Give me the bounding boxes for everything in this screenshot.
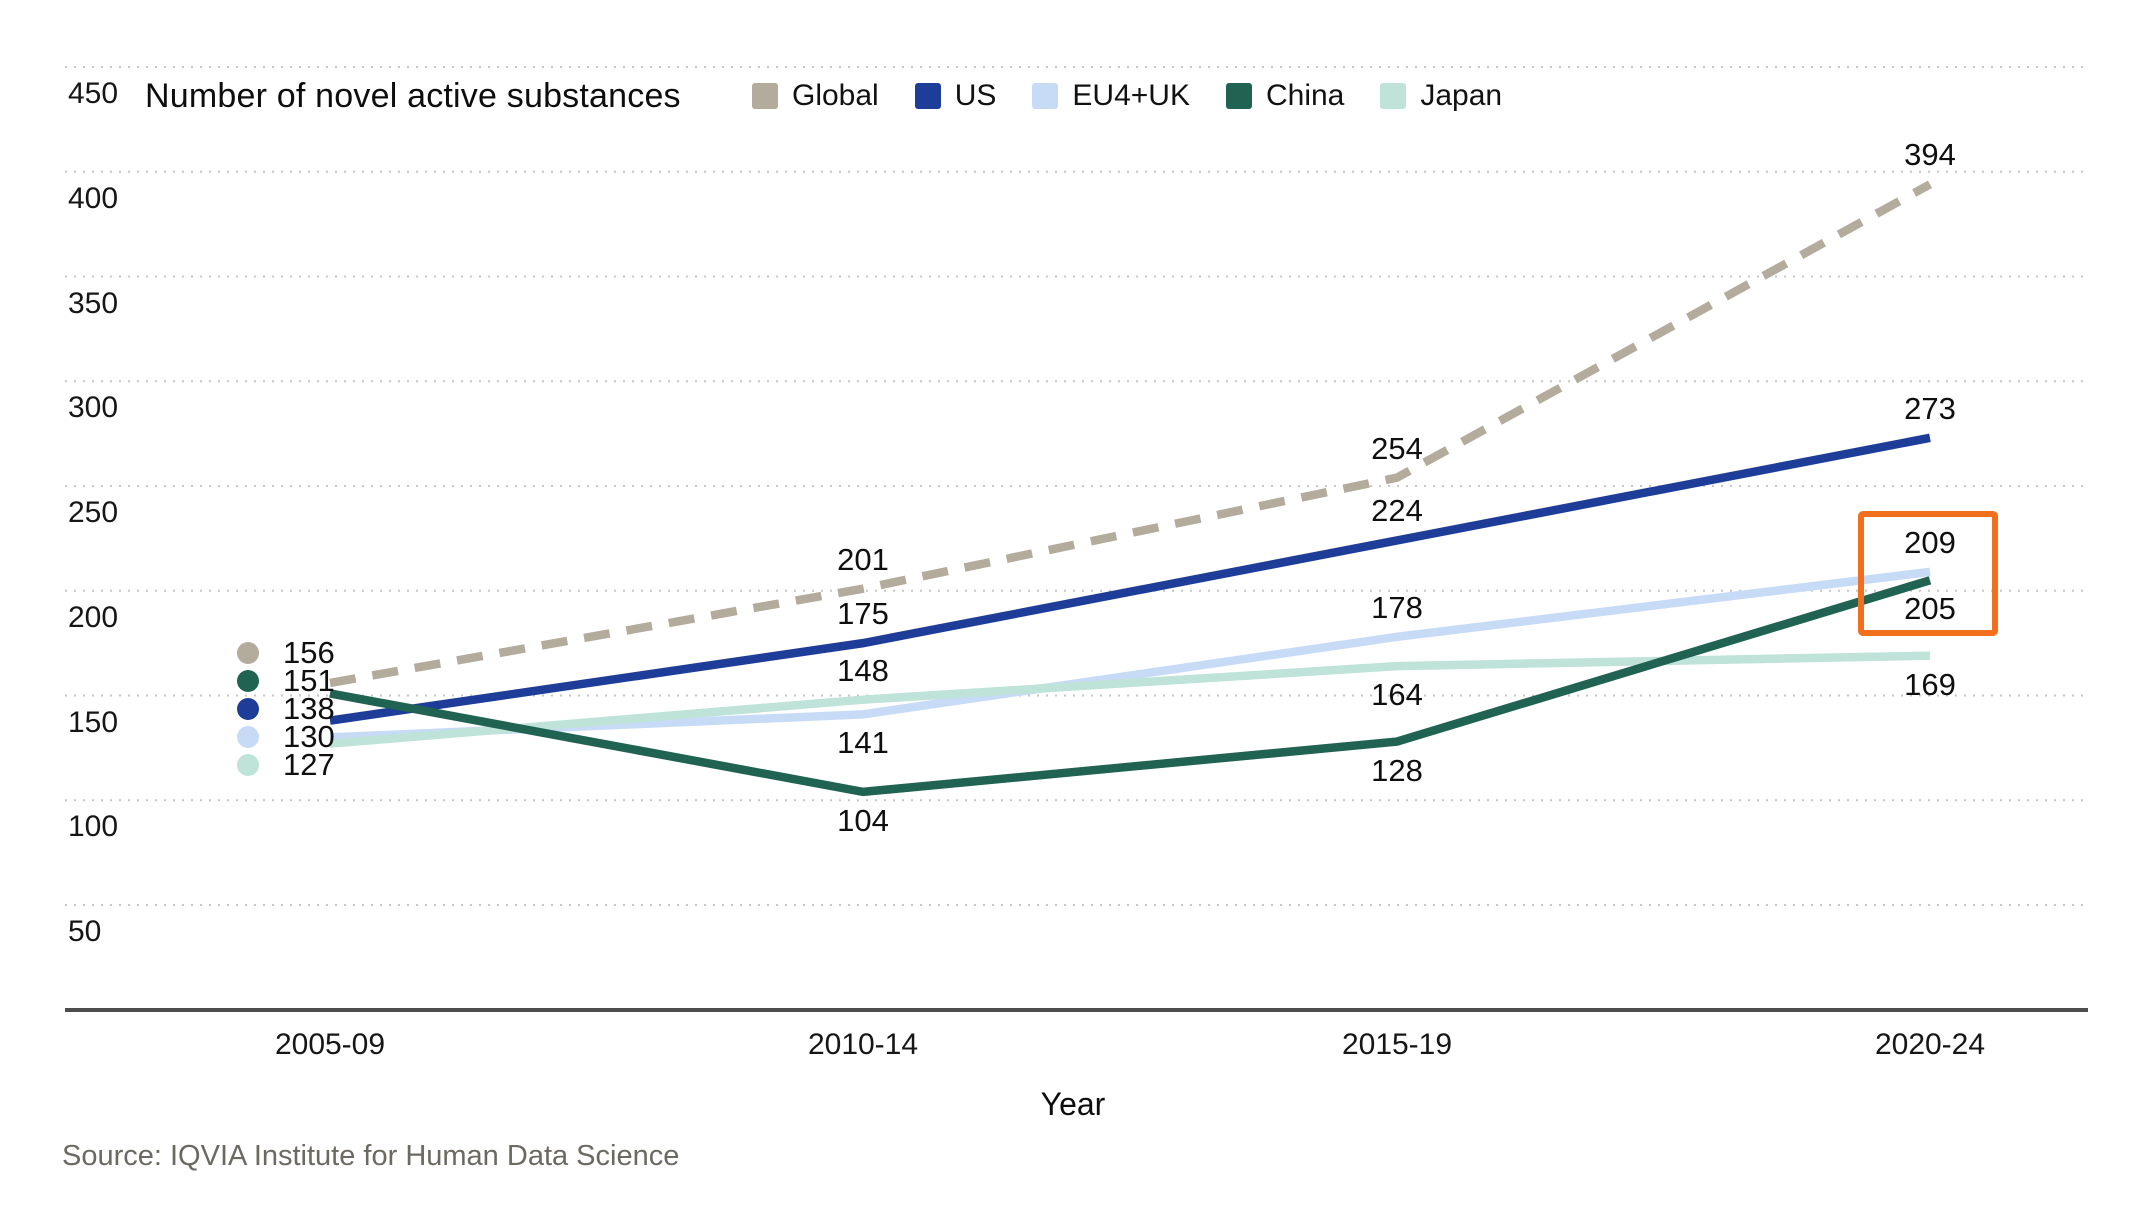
legend-label: Japan — [1420, 79, 1503, 112]
y-tick-label: 350 — [68, 286, 119, 320]
data-label: 201 — [837, 541, 889, 577]
legend-swatch-icon — [1380, 83, 1407, 109]
legend-swatch-icon — [752, 83, 778, 109]
x-tick-label: 2015-19 — [1341, 1028, 1453, 1061]
data-label: 156 — [283, 635, 335, 670]
legend-swatch-icon — [1032, 83, 1059, 109]
legend-label: US — [954, 79, 997, 112]
data-label: 164 — [1371, 677, 1423, 713]
data-label: 128 — [1371, 752, 1423, 788]
x-tick-label: 2005-09 — [274, 1028, 386, 1061]
data-label: 148 — [837, 652, 889, 688]
legend-label: EU4+UK — [1072, 79, 1190, 112]
data-label: 130 — [283, 719, 335, 754]
legend-item-japan: Japan — [1380, 79, 1502, 113]
y-tick-label: 450 — [68, 77, 119, 110]
series-line-us — [329, 433, 1931, 725]
data-label: 209 — [1904, 524, 1956, 560]
legend-swatch-icon — [914, 83, 941, 109]
first-point-dot-icon — [237, 726, 259, 748]
data-label: 104 — [837, 802, 889, 838]
data-label: 175 — [837, 596, 889, 632]
legend-item-china: China — [1225, 79, 1345, 113]
data-label: 151 — [283, 663, 335, 698]
y-tick-label: 150 — [68, 705, 119, 739]
first-point-dot-icon — [237, 754, 259, 776]
series-line-global — [329, 180, 1933, 688]
legend-swatch-icon — [1225, 83, 1252, 109]
legend-label: China — [1265, 79, 1345, 112]
legend-item-us: US — [914, 79, 997, 113]
data-label: 254 — [1371, 430, 1423, 466]
first-point-dots — [237, 642, 259, 776]
x-tick-label: 2010-14 — [807, 1028, 919, 1061]
first-point-dot-icon — [237, 670, 259, 692]
chart-title: Number of novel active substances — [145, 77, 681, 115]
highlight-box — [1858, 510, 1998, 637]
data-label: 127 — [283, 747, 335, 782]
first-point-dot-icon — [237, 642, 259, 664]
data-label: 205 — [1904, 591, 1956, 627]
legend: Global US EU4+UK China Japan — [752, 78, 1502, 114]
legend-item-eu4-uk: EU4+UK — [1032, 79, 1190, 113]
x-axis-title: Year — [1040, 1086, 1106, 1122]
data-label: 394 — [1904, 137, 1956, 173]
data-label: 169 — [1904, 666, 1956, 702]
legend-item-global: Global — [752, 79, 879, 113]
first-point-dot-icon — [237, 698, 259, 720]
data-label: 224 — [1371, 493, 1423, 529]
y-tick-label: 50 — [68, 915, 102, 948]
data-label: 138 — [283, 691, 335, 726]
y-tick-label: 100 — [68, 810, 119, 844]
y-tick-label: 250 — [68, 496, 119, 529]
x-tick-label: 2020-24 — [1874, 1028, 1986, 1061]
legend-label: Global — [792, 79, 879, 112]
source-note: Source: IQVIA Institute for Human Data S… — [62, 1140, 680, 1172]
y-tick-label: 400 — [68, 181, 119, 215]
series-lines — [329, 180, 1933, 797]
y-tick-label: 200 — [68, 600, 119, 634]
series-line-china — [329, 576, 1932, 797]
data-label: 273 — [1904, 390, 1956, 426]
data-label: 141 — [837, 725, 889, 761]
y-tick-label: 300 — [68, 391, 119, 425]
data-label: 178 — [1371, 589, 1423, 625]
